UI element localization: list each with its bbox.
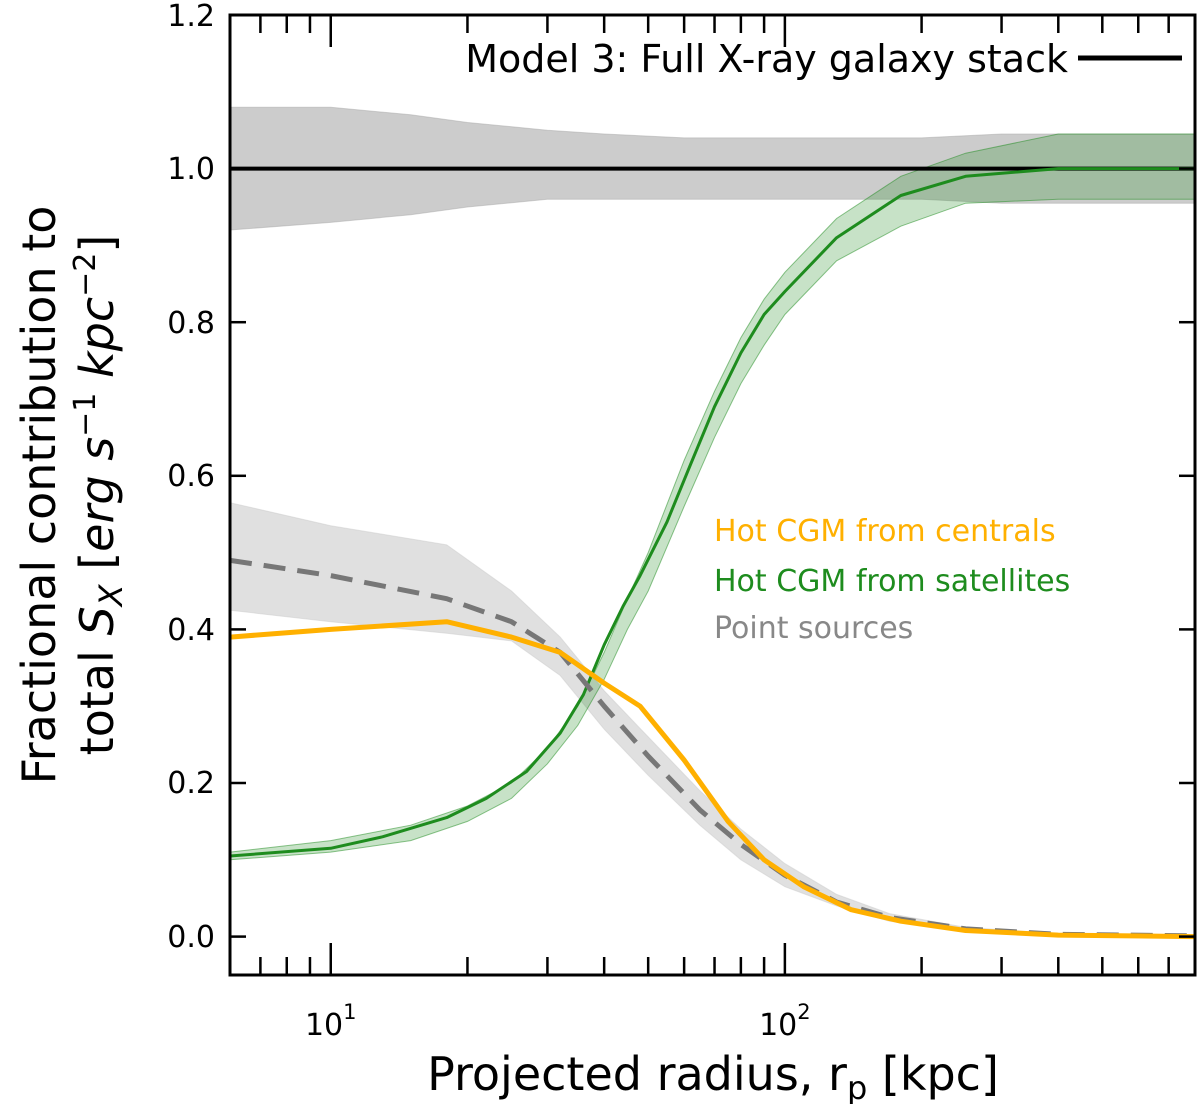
y-tick-labels: 0.0 0.2 0.4 0.6 0.8 1.0 1.2	[167, 0, 215, 955]
series-line-hot-cgm-from-satellites	[230, 167, 1195, 858]
data-lines	[230, 166, 1195, 940]
x-tick-label-100: 102	[759, 1000, 811, 1043]
y-axis-label-line2: total SX [erg s−1 kpc−2]	[68, 235, 130, 756]
y-tick-label-0: 0.0	[167, 920, 215, 955]
band-2	[230, 133, 1195, 861]
y-axis-label: Fractional contribution to total SX [erg…	[12, 206, 130, 785]
legend: Model 3: Full X-ray galaxy stack	[465, 37, 1182, 81]
band-1	[230, 502, 1195, 938]
legend-label: Model 3: Full X-ray galaxy stack	[465, 37, 1068, 81]
y-axis-label-line1: Fractional contribution to	[12, 206, 66, 785]
y-tick-label-5: 1.0	[167, 152, 215, 187]
x-tick-label-10: 101	[305, 1000, 357, 1043]
y-tick-label-3: 0.6	[167, 459, 215, 494]
y-tick-label-4: 0.8	[167, 306, 215, 341]
y-tick-label-1: 0.2	[167, 766, 215, 801]
plot-frame	[228, 13, 1197, 977]
annotation-satellites: Hot CGM from satellites	[714, 564, 1070, 599]
series-line-hot-cgm-from-centrals	[230, 619, 1195, 940]
y-tick-label-2: 0.4	[167, 613, 215, 648]
component-annotations: Hot CGM from centrals Hot CGM from satel…	[714, 514, 1070, 646]
x-axis-label: Projected radius, rp [kpc]	[427, 1047, 999, 1104]
axis-ticks	[228, 13, 1197, 975]
y-tick-label-6: 1.2	[167, 0, 215, 34]
annotation-point-sources: Point sources	[714, 611, 913, 646]
annotation-centrals: Hot CGM from centrals	[714, 514, 1056, 549]
